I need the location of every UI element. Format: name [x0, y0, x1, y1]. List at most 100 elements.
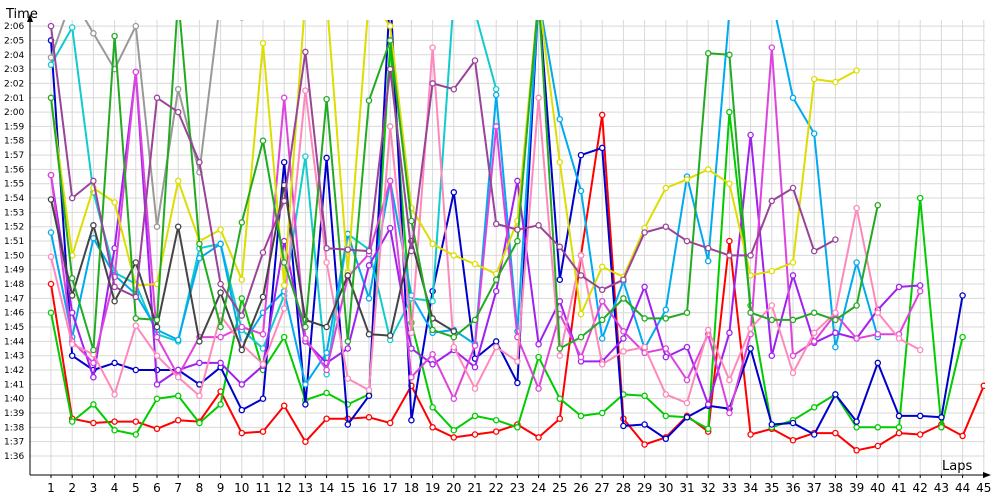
data-point [111, 418, 118, 425]
data-point [514, 177, 521, 185]
series-line [50, 71, 921, 406]
data-point [704, 166, 712, 173]
data-point [598, 263, 606, 271]
y-tick-label: 2:04 [4, 51, 24, 61]
data-point [535, 353, 542, 361]
data-point [620, 335, 627, 342]
data-point [386, 65, 394, 73]
series-line [50, 46, 922, 414]
data-point [429, 361, 436, 368]
data-point [853, 302, 860, 309]
data-point [323, 366, 330, 374]
series-line [50, 20, 498, 376]
data-point [238, 312, 246, 319]
data-point [344, 421, 352, 428]
data-point [280, 305, 288, 312]
data-point [853, 424, 860, 431]
data-point [492, 287, 500, 295]
y-tick-label: 1:40 [4, 395, 24, 405]
data-point [641, 229, 648, 236]
data-point [90, 346, 97, 354]
data-point [704, 326, 712, 334]
data-point [174, 392, 182, 400]
data-point [577, 310, 585, 318]
data-point [535, 340, 542, 348]
data-point [174, 108, 182, 116]
data-point [153, 94, 161, 102]
data-point [492, 343, 500, 351]
data-point [874, 424, 882, 431]
data-point [217, 280, 224, 288]
y-tick-label: 1:59 [4, 122, 24, 132]
x-tick-label: 5 [132, 481, 140, 495]
data-point [47, 61, 55, 69]
data-point [747, 345, 754, 352]
data-point [471, 385, 479, 392]
y-tick-label: 2:06 [4, 22, 24, 32]
x-tick-label: 13 [298, 481, 313, 495]
tick-labels: 1:36 1:37 1:38 1:39 1:40 1:41 1:42 1:43 1:44 1:45… [4, 22, 991, 495]
data-point [598, 335, 606, 342]
data-point [344, 338, 352, 345]
data-point [47, 22, 55, 30]
data-point [153, 352, 161, 359]
data-point [450, 328, 458, 335]
data-point [90, 373, 97, 381]
data-point [662, 412, 670, 420]
data-point [280, 158, 288, 166]
data-point [111, 391, 118, 398]
data-point [789, 316, 797, 324]
data-point [727, 9, 732, 14]
data-point [662, 435, 670, 443]
data-point [916, 287, 924, 295]
y-axis-arrow [27, 14, 33, 22]
axes: Time Laps [5, 7, 991, 478]
data-point [471, 342, 479, 349]
data-point [323, 415, 330, 422]
data-point [810, 247, 818, 255]
data-point [429, 326, 436, 334]
data-point [598, 409, 606, 417]
data-point [238, 429, 246, 437]
data-point [408, 345, 415, 352]
data-point [662, 315, 670, 322]
data-point [683, 237, 691, 245]
data-point [47, 54, 55, 61]
data-point [365, 392, 373, 400]
data-point [683, 376, 691, 384]
data-point [832, 316, 839, 324]
data-point [196, 254, 203, 262]
x-tick-label: 28 [616, 481, 631, 495]
x-tick-label: 8 [196, 481, 204, 495]
data-point [789, 184, 797, 192]
x-tick-label: 23 [510, 481, 525, 495]
data-point [959, 292, 966, 299]
data-point [365, 247, 373, 255]
data-point [196, 158, 203, 166]
data-point [408, 373, 415, 381]
data-point [111, 32, 118, 40]
data-point [68, 275, 76, 282]
data-point [259, 330, 267, 338]
data-point [132, 418, 140, 425]
data-point [174, 373, 182, 381]
x-tick-label: 15 [340, 481, 355, 495]
series-7 [47, 68, 924, 408]
y-tick-label: 2:02 [4, 79, 24, 89]
x-tick-label: 1 [47, 481, 55, 495]
data-point [683, 343, 691, 351]
data-point [895, 412, 903, 420]
data-point [217, 289, 224, 296]
data-point [344, 230, 352, 238]
x-tick-label: 33 [722, 481, 737, 495]
x-tick-label: 27 [595, 481, 610, 495]
data-point [832, 391, 839, 398]
data-point [68, 418, 76, 425]
y-tick-label: 1:58 [4, 137, 24, 147]
data-point [365, 262, 373, 269]
x-tick-label: 3 [90, 481, 98, 495]
data-point [471, 412, 479, 420]
data-point [365, 97, 373, 104]
data-point [323, 154, 330, 162]
